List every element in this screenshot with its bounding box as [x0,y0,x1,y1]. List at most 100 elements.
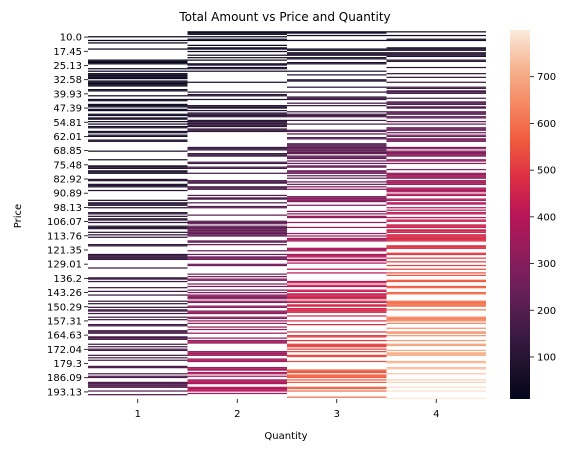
heatmap-cell [386,31,486,33]
heatmap-cell [287,74,387,76]
heatmap-cell [187,353,287,355]
heatmap-cell [287,346,387,348]
heatmap-cell [386,213,486,215]
x-tick-label: 2 [234,409,240,420]
heatmap-cell [386,55,486,58]
heatmap-cell [287,390,387,392]
heatmap-cell [287,379,387,381]
y-tick-label: 39.93 [53,89,82,100]
heatmap-cell [88,319,188,321]
heatmap-cell [187,31,287,33]
heatmap-cell [386,301,486,304]
heatmap-cell [287,213,387,215]
heatmap-cell [287,183,387,185]
heatmap-cell [88,114,188,117]
heatmap-cell [287,260,387,262]
heatmap-cell [187,39,287,42]
heatmap-cell [187,128,287,130]
heatmap-cell [287,289,387,291]
heatmap-cell [287,272,387,274]
heatmap-cell [386,177,486,179]
heatmap-cell [187,146,287,149]
x-tick-label: 3 [334,409,340,420]
heatmap-cell [88,95,188,97]
heatmap-cell [386,245,486,247]
heatmap-cell [187,188,287,190]
heatmap-cell [287,216,387,219]
heatmap-cell [187,230,287,232]
heatmap-cell [386,193,486,195]
heatmap-cell [386,112,486,114]
heatmap-cell [287,284,387,286]
heatmap-cell [287,80,387,82]
heatmap-cell [287,86,387,88]
heatmap-cell [88,150,188,152]
heatmap-cell [88,118,188,120]
heatmap-cell [386,121,486,123]
heatmap-cell [88,172,188,174]
heatmap-cell [386,53,486,55]
heatmap-cell [287,375,387,377]
heatmap-cell [386,173,486,176]
heatmap-cell [187,36,287,38]
heatmap-cell [187,122,287,124]
heatmap-cell [187,257,287,259]
heatmap-cell [386,240,486,242]
heatmap-cell [88,103,188,106]
heatmap-cell [287,240,387,242]
heatmap-cell [386,397,486,399]
heatmap-cell [88,331,188,333]
heatmap-cell [287,96,387,98]
heatmap-cell [187,105,287,107]
heatmap-cell [88,61,188,64]
heatmap-cell [187,123,287,125]
heatmap-cell [287,34,387,37]
heatmap-cell [187,125,287,128]
heatmap-cell [88,167,188,169]
heatmap-cell [386,212,486,214]
heatmap-cell [287,113,387,115]
heatmap-cell [88,48,188,50]
heatmap-cell [187,44,287,46]
heatmap-cell [386,246,486,248]
heatmap-cell [187,70,287,72]
heatmap-cell [386,349,486,352]
heatmap-cell [88,171,188,173]
heatmap-cell [287,300,387,302]
heatmap-cell [386,261,486,263]
heatmap-cell [287,280,387,283]
heatmap-cell [287,381,387,384]
heatmap-cell [187,155,287,157]
heatmap-cell [187,311,287,313]
y-tick-label: 68.85 [53,146,82,157]
heatmap-cell [88,130,188,133]
heatmap-cell [187,47,287,49]
heatmap-cell [88,381,188,384]
heatmap-cell [287,295,387,297]
heatmap-cell [287,371,387,374]
heatmap-cell [88,343,188,345]
heatmap-cell [287,268,387,270]
heatmap-cell [187,295,287,297]
heatmap-cell [386,129,486,131]
heatmap-cell [187,316,287,318]
heatmap-cell [287,105,387,107]
heatmap-cell [287,52,387,54]
heatmap-cell [88,330,188,332]
heatmap-cell [287,151,387,153]
heatmap-cell [287,129,387,131]
heatmap-cell [88,390,188,392]
heatmap-cell [187,167,287,169]
heatmap-cell [187,326,287,328]
heatmap-cell [287,175,387,177]
heatmap-cell [187,50,287,53]
heatmap-cell [386,207,486,209]
heatmap-cell [88,98,188,101]
heatmap-cell [88,385,188,387]
heatmap-cell [386,237,486,240]
heatmap-cell [187,234,287,236]
heatmap-cell [187,68,287,70]
heatmap-cell [386,189,486,192]
heatmap-cell [386,257,486,259]
y-tick-label: 193.13 [47,387,82,398]
